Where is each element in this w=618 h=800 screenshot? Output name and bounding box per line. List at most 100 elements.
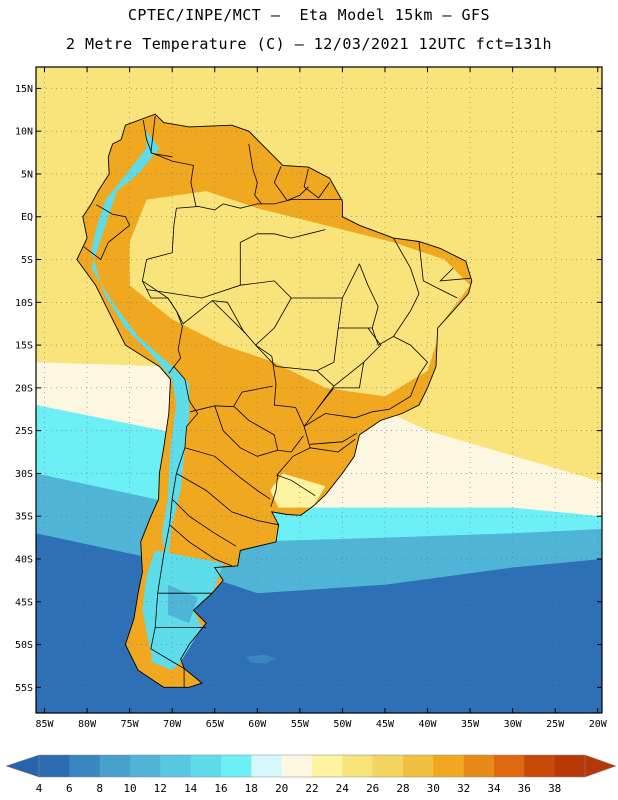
colorbar-swatch — [433, 755, 465, 777]
colorbar-level-label: 12 — [154, 782, 167, 795]
latitude-axis: 15N 10N 5N EQ 5S 10S 15S 20S 25S 30S 35S 40S 45S 50S 5… — [15, 84, 602, 694]
colorbar-swatch — [372, 755, 404, 777]
ecuador-border — [83, 204, 131, 261]
chart-title-line2: 2 Metre Temperature (C) – 12/03/2021 12U… — [65, 35, 553, 53]
central-america-landmass — [36, 88, 109, 156]
lon-tick-label: 35W — [461, 719, 480, 730]
colorbar-level-label: 14 — [184, 782, 198, 795]
bolivia-north-border — [212, 300, 245, 334]
hispaniola-island — [134, 47, 185, 63]
uruguay-argentina-border — [270, 475, 279, 507]
colorbar-level-label: 28 — [396, 782, 409, 795]
colorbar-swatch — [554, 755, 586, 777]
peru-bolivia-border — [142, 280, 183, 374]
lon-tick-label: 80W — [78, 719, 97, 730]
lon-tick-label: 40W — [418, 719, 437, 730]
lat-tick-label: 15N — [15, 84, 33, 95]
state-line-11 — [316, 362, 365, 410]
colorbar-swatch — [130, 755, 161, 777]
paraguay-argentina-border — [234, 406, 304, 453]
colorbar-swatch — [281, 755, 313, 777]
lat-tick-label: 10N — [15, 127, 33, 138]
colorbar-swatch — [160, 755, 192, 777]
colorbar-level-label: 30 — [427, 782, 440, 795]
colorbar-level-label: 38 — [548, 782, 561, 795]
lat-tick-label: 30S — [15, 469, 33, 480]
colorbar-swatch — [69, 755, 101, 777]
lon-tick-label: 85W — [35, 719, 54, 730]
lon-tick-label: 20W — [589, 719, 608, 730]
state-line-10 — [388, 336, 429, 410]
colorbar-level-label: 10 — [123, 782, 136, 795]
lat-tick-label: 45S — [15, 597, 33, 608]
colorbar-swatch — [524, 755, 556, 777]
colorbar-legend: 4 6 8 10 12 14 16 18 20 22 24 26 28 30 32 34 36 38 — [5, 754, 617, 795]
coastline — [76, 113, 473, 688]
venezuela-guyana-border — [248, 143, 262, 205]
province-line-3 — [176, 473, 279, 526]
chart-title-line1: CPTEC/INPE/MCT – Eta Model 15km – GFS — [127, 6, 491, 24]
colorbar-swatch — [99, 755, 131, 777]
state-line-3 — [255, 297, 343, 372]
patagonia-cold-core — [167, 584, 198, 624]
country-borders — [76, 113, 473, 688]
colorbar-swatch — [342, 755, 374, 777]
lat-tick-label: 50S — [15, 640, 33, 651]
jamaica-island — [101, 59, 119, 63]
venezuela-west-border — [142, 119, 173, 158]
colorbar-level-label: 26 — [366, 782, 379, 795]
lon-tick-label: 45W — [376, 719, 395, 730]
colorbar-level-label: 4 — [36, 782, 43, 795]
colorbar-level-label: 18 — [245, 782, 258, 795]
colorbar-swatch — [190, 755, 222, 777]
state-line-14 — [303, 408, 390, 427]
state-line-2 — [239, 229, 326, 286]
colorbar-level-label: 6 — [66, 782, 73, 795]
map-frame — [35, 66, 603, 714]
province-line-1 — [214, 405, 278, 457]
longitude-axis: 85W 80W 75W 70W 65W 60W 55W 50W 45W 40W 35W 30W 25W 2… — [35, 67, 608, 730]
lat-tick-label: 35S — [15, 512, 33, 523]
chaco-hot-field — [206, 370, 309, 491]
falkland-islands — [246, 654, 276, 664]
bolivia-south-border — [190, 385, 273, 413]
uruguay-field — [270, 473, 326, 508]
province-line-4 — [171, 498, 237, 547]
lon-tick-label: 30W — [504, 719, 523, 730]
lat-tick-label: 5N — [21, 169, 33, 180]
lon-tick-label: 65W — [206, 719, 225, 730]
colorbar-swatch — [39, 755, 70, 777]
colorbar-level-label: 36 — [518, 782, 531, 795]
lon-tick-label: 55W — [291, 719, 310, 730]
state-line-8 — [418, 241, 458, 299]
colorbar-swatch — [221, 755, 252, 777]
state-line-12 — [310, 432, 358, 445]
colorbar-swatch — [403, 755, 434, 777]
colorbar-high-arrow — [584, 754, 617, 778]
colorbar-level-label: 20 — [275, 782, 288, 795]
colorbar-level-label: 32 — [457, 782, 470, 795]
lon-tick-label: 60W — [248, 719, 267, 730]
state-line-9 — [439, 267, 471, 282]
andes-cold-strip — [91, 131, 190, 671]
lat-tick-label: 40S — [15, 554, 33, 565]
state-line-6 — [359, 263, 379, 329]
colorbar-level-label: 16 — [214, 782, 227, 795]
lat-tick-label: 25S — [15, 426, 33, 437]
province-line-2 — [184, 447, 271, 500]
colorbar-level-label: 22 — [305, 782, 318, 795]
colorbar-swatch — [251, 755, 283, 777]
state-line-13 — [310, 438, 356, 453]
lon-tick-label: 50W — [333, 719, 352, 730]
colorbar-low-arrow — [5, 754, 40, 778]
province-line-5 — [169, 524, 232, 567]
lon-tick-label: 70W — [163, 719, 182, 730]
lat-tick-label: EQ — [21, 212, 33, 223]
colorbar-swatch — [494, 755, 525, 777]
brazil-north-border — [198, 199, 343, 211]
lat-tick-label: 10S — [15, 298, 33, 309]
colorbar-level-label: 34 — [487, 782, 501, 795]
suriname-guiana-border — [303, 168, 330, 199]
brazil-west-border — [141, 206, 316, 497]
